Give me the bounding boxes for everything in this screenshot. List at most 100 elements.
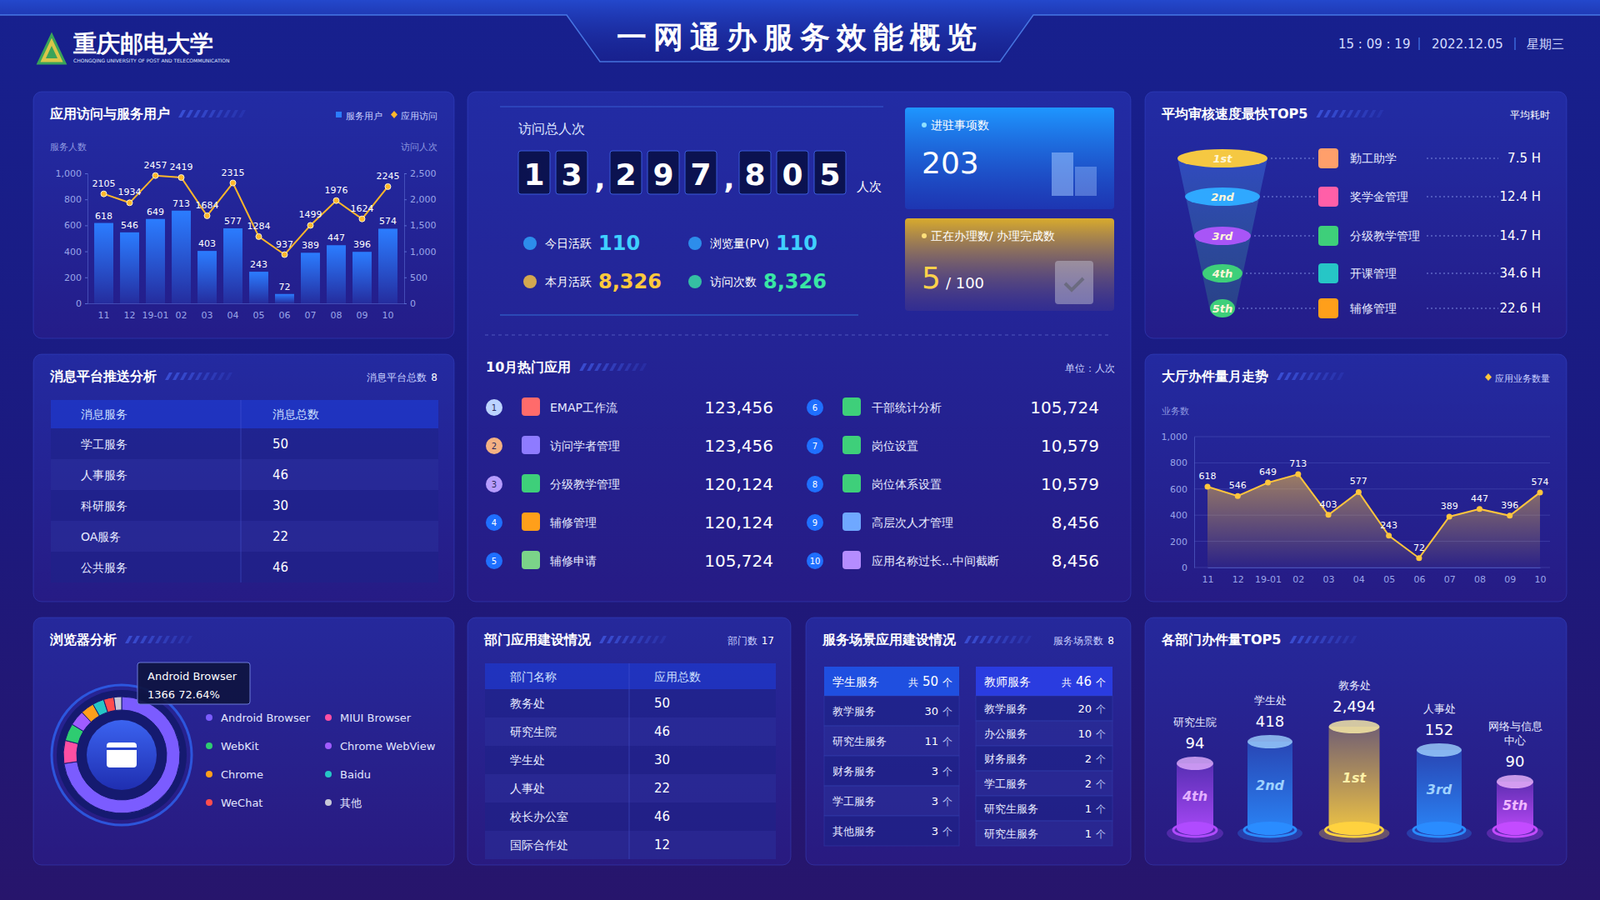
label: 个	[942, 765, 953, 778]
title-stripe	[180, 372, 188, 380]
tick: 400	[1170, 510, 1195, 521]
rank: 1	[491, 403, 497, 413]
title-stripe	[195, 372, 203, 380]
digit-box	[685, 150, 717, 195]
digit-box	[739, 150, 771, 195]
rank: 2nd	[1210, 190, 1235, 204]
table-header	[50, 400, 439, 429]
data-label: 403	[198, 238, 216, 250]
tick-mark	[85, 303, 88, 305]
card-icon	[1051, 152, 1074, 196]
rank-badge	[806, 399, 824, 416]
app-value: 8,456	[1051, 512, 1100, 533]
panel-departments: 部门应用建设情况17部门数部门名称应用总数教务处50研究生院46学生处30人事处…	[467, 617, 791, 865]
digit-box	[518, 150, 550, 195]
title-stripe	[1284, 372, 1292, 380]
browser-icon	[106, 742, 137, 768]
funnel-level	[1210, 299, 1235, 318]
panel-bg	[1145, 91, 1567, 339]
grid-line	[1194, 436, 1550, 438]
digit: 2	[615, 157, 636, 192]
label: 个	[942, 735, 953, 748]
bar	[300, 252, 320, 304]
marker	[204, 212, 210, 219]
tick-label: 12	[124, 310, 136, 321]
rank: 7	[812, 441, 818, 451]
label: 服务场景数	[1053, 635, 1104, 647]
legend-swatch	[325, 742, 332, 750]
table-row	[824, 815, 960, 846]
table-row	[824, 695, 960, 726]
data-label: 1934	[118, 186, 142, 198]
legend-label: Baidu	[340, 768, 371, 781]
dept-value: 90	[1505, 752, 1525, 770]
tick: 600	[1170, 484, 1195, 495]
tick: 800	[1170, 457, 1195, 469]
title-stripe	[964, 635, 972, 644]
cell: 其他服务	[832, 825, 876, 838]
dept-name: 中心	[1504, 734, 1526, 747]
digit-box	[776, 150, 809, 195]
app-icon	[521, 474, 540, 493]
data-label: 649	[1259, 466, 1277, 478]
column-divider	[240, 400, 242, 583]
title-stripe	[621, 635, 630, 644]
tick: 10	[1535, 567, 1547, 585]
digit: 0	[781, 157, 803, 192]
table-row	[50, 551, 439, 583]
tick: 0	[404, 298, 416, 310]
stat-icon	[688, 236, 702, 250]
y-axis: 02004006008001,000	[1161, 431, 1195, 574]
marker	[1295, 471, 1301, 478]
title-stripe	[238, 110, 246, 118]
data-label: 577	[224, 215, 242, 227]
label: 2	[1085, 777, 1092, 790]
app-icon	[521, 397, 540, 416]
tick-label: 2,500	[410, 168, 437, 180]
digit: 8	[744, 157, 765, 192]
tick-label: 09	[1504, 574, 1516, 585]
cell: 22	[272, 529, 289, 545]
title-stripe	[140, 635, 148, 644]
cell: 研究生院	[510, 725, 557, 739]
title-stripe	[1375, 110, 1384, 118]
rank: 5th	[1212, 302, 1234, 315]
title-stripe	[636, 635, 645, 644]
title-stripe	[1336, 372, 1345, 380]
app-name: 高层次人才管理	[871, 515, 954, 530]
digit-separator: ,	[595, 161, 606, 195]
table-row	[50, 459, 439, 490]
data-label: 1684	[195, 200, 220, 211]
tick: 12	[124, 303, 136, 321]
bar	[94, 223, 114, 304]
app-name: 干部统计分析	[871, 400, 942, 415]
axis-line	[405, 174, 408, 305]
tick-label: 600	[1170, 484, 1188, 495]
app-icon	[842, 474, 861, 493]
label: 20	[1077, 702, 1092, 715]
dept-name: 研究生院	[1173, 715, 1217, 729]
grid-line	[1194, 462, 1550, 464]
title-stripe	[614, 635, 622, 644]
logo-subtext: CHONGQING UNIVERSITY OF POST AND TELECOM…	[73, 57, 230, 64]
title-stripe	[586, 363, 595, 371]
tick: 200	[64, 272, 88, 284]
stat-icon	[523, 275, 537, 289]
app-name: 应用名称过长...中间截断	[871, 554, 1000, 568]
label: 17	[761, 635, 775, 647]
tick-label: 0	[75, 298, 82, 310]
leader	[1254, 235, 1315, 237]
table-row	[975, 745, 1113, 771]
title-stripe	[1024, 635, 1032, 644]
data-label: 546	[120, 220, 139, 231]
marker	[1415, 555, 1422, 561]
bar	[326, 245, 346, 304]
title-stripe	[155, 635, 163, 644]
legend-swatch	[205, 770, 213, 778]
tick-mark	[85, 251, 88, 253]
cylinder-top	[1496, 775, 1534, 789]
card-dot	[921, 233, 927, 239]
bar	[223, 228, 243, 304]
cell: 46	[272, 560, 289, 575]
title-stripe	[202, 372, 210, 380]
